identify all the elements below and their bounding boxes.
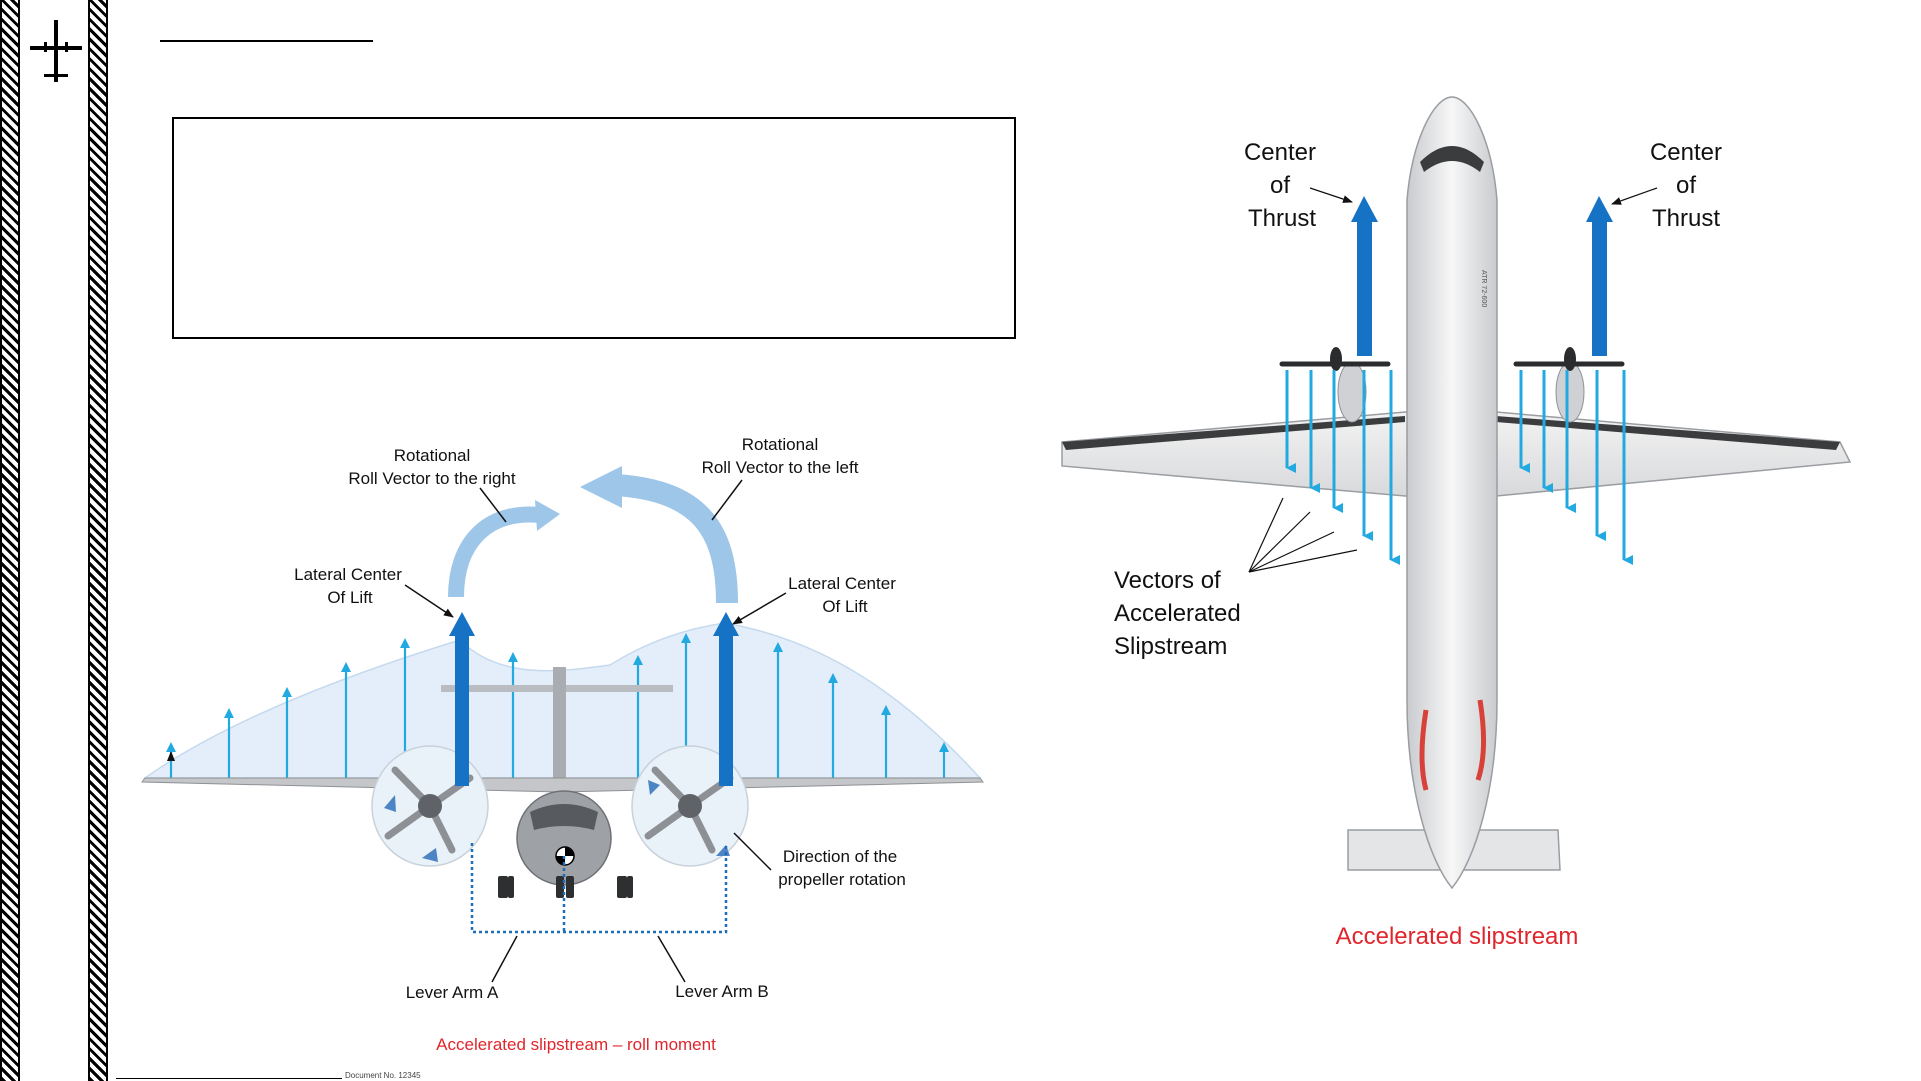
label-thrust-left-line2: of (1270, 172, 1290, 199)
fuselage-registration: ATR 72-600 (1480, 270, 1487, 307)
label-thrust-left-line3: Thrust (1248, 205, 1316, 232)
footer-divider (116, 1078, 342, 1079)
roll-arrow-left-head (580, 466, 622, 508)
label-vectors-line3: Slipstream (1114, 633, 1227, 660)
front-view-diagram: Rotational Roll Vector to the right Rota… (141, 435, 984, 1054)
slide-border-left (0, 0, 20, 1081)
label-thrust-left-line1: Center (1244, 139, 1316, 166)
caption-roll-moment: Accelerated slipstream – roll moment (436, 1035, 716, 1054)
footer-text: Document No. 12345 (345, 1071, 421, 1080)
label-lift-right-line1: Lateral Center (788, 574, 896, 593)
label-prop-rotation-line1: Direction of the (783, 847, 897, 866)
label-vectors-line2: Accelerated (1114, 600, 1241, 627)
label-lever-arm-a: Lever Arm A (406, 983, 499, 1002)
airplane-top-view: ATR 72-600 (1061, 96, 1852, 890)
center-of-thrust-arrows (1351, 196, 1613, 356)
slipstream-vector-arrows (1285, 370, 1633, 565)
label-lift-right-line2: Of Lift (822, 597, 868, 616)
roll-arrow-right-head (535, 500, 560, 531)
title-underline (160, 40, 373, 42)
label-lift-left-line1: Lateral Center (294, 565, 402, 584)
label-vectors-line1: Vectors of (1114, 567, 1221, 594)
roll-arrow-right (448, 506, 541, 598)
roll-arrow-left (614, 474, 738, 604)
label-thrust-right-line1: Center (1650, 139, 1722, 166)
airplane-logo-icon (30, 20, 82, 82)
label-lever-arm-b: Lever Arm B (675, 982, 769, 1001)
label-roll-left-line1: Rotational (742, 435, 819, 454)
lever-arm-brackets (470, 843, 728, 934)
label-thrust-right-line2: of (1676, 172, 1696, 199)
top-view-diagram: ATR 72-600 (1061, 96, 1852, 950)
label-roll-right-line2: Roll Vector to the right (348, 469, 516, 488)
text-box (172, 117, 1016, 339)
label-thrust-right-line3: Thrust (1652, 205, 1720, 232)
label-roll-right-line1: Rotational (394, 446, 471, 465)
label-lift-left-line2: Of Lift (327, 588, 373, 607)
caption-accelerated-slipstream: Accelerated slipstream (1336, 923, 1579, 950)
slide-border-right (88, 0, 108, 1081)
fuselage (1406, 96, 1498, 890)
label-roll-left-line2: Roll Vector to the left (702, 458, 859, 477)
label-prop-rotation-line2: propeller rotation (778, 870, 906, 889)
lateral-center-of-lift-arrows (449, 612, 739, 786)
